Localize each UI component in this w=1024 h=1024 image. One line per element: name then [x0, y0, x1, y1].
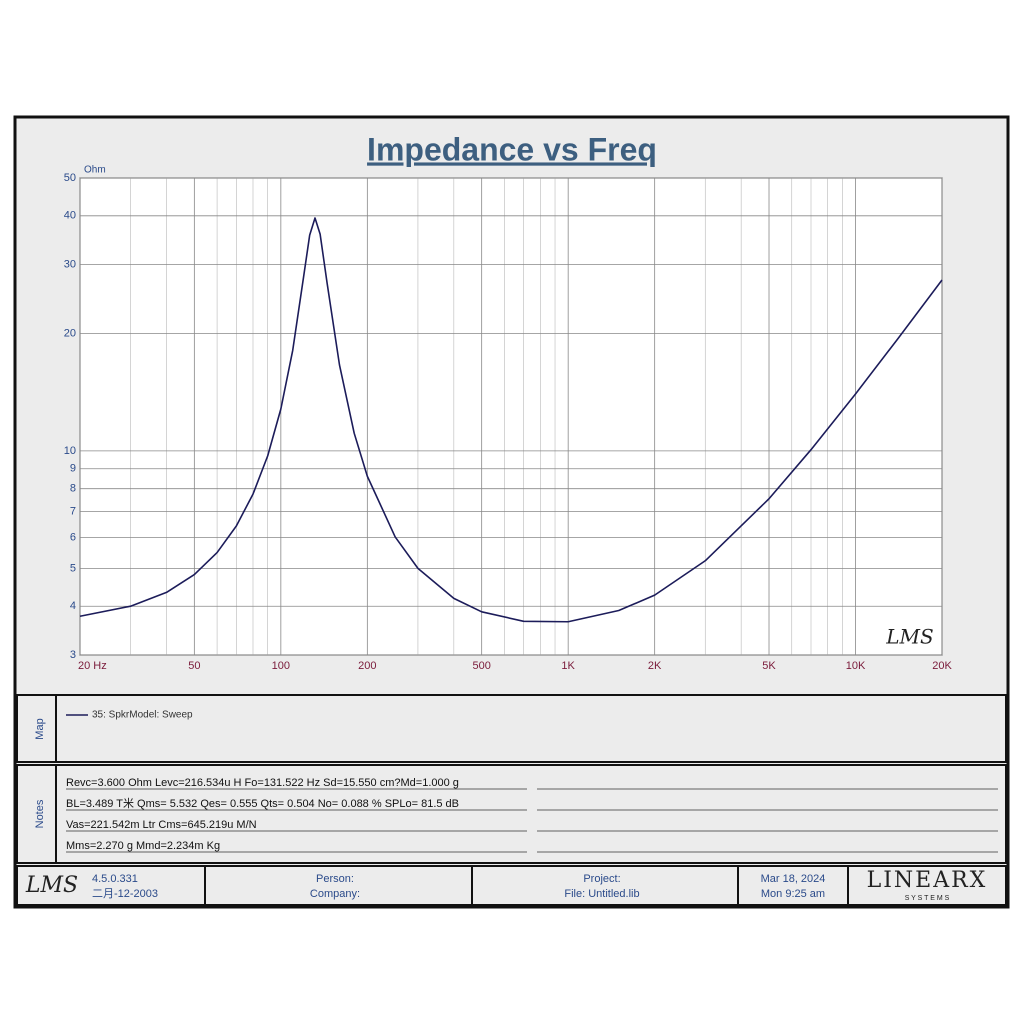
x-tick-label: 50 — [188, 660, 200, 672]
footer-logo: LMS — [25, 873, 78, 898]
y-axis-label: Ohm — [84, 165, 106, 176]
x-tick-label: 20K — [932, 660, 952, 672]
brand-sub: S Y S T E M S — [905, 895, 950, 902]
footer-dividers — [204, 866, 849, 905]
note-line: Revc=3.600 Ohm Levc=216.534u H Fo=131.52… — [66, 777, 459, 789]
chart-title: Impedance vs Freq — [367, 131, 657, 167]
time: Mon 9:25 am — [761, 888, 825, 900]
impedance-curve — [79, 217, 943, 623]
file: File: Untitled.lib — [564, 888, 639, 900]
y-tick-label: 9 — [70, 463, 76, 475]
x-tick-label: 200 — [358, 660, 376, 672]
build-date: 二月-12-2003 — [92, 888, 158, 900]
y-tick-label: 50 — [64, 172, 76, 184]
y-tick-label: 7 — [70, 505, 76, 517]
x-tick-label: 5K — [762, 660, 776, 672]
note-line: Vas=221.542m Ltr Cms=645.219u M/N — [66, 819, 257, 831]
x-tick-label: 500 — [472, 660, 490, 672]
x-tick-label: 20 Hz — [78, 660, 107, 672]
y-tick-label: 5 — [70, 562, 76, 574]
y-tick-label: 4 — [70, 600, 76, 612]
x-tick-label: 2K — [648, 660, 662, 672]
y-tick-label: 20 — [64, 327, 76, 339]
legend-entry: 35: SpkrModel: Sweep — [92, 710, 193, 721]
notes-panel — [16, 764, 1007, 864]
x-tick-label: 1K — [561, 660, 575, 672]
y-tick-label: 6 — [70, 531, 76, 543]
x-tick-label: 10K — [846, 660, 866, 672]
y-tick-label: 8 — [70, 483, 76, 495]
y-tick-label: 30 — [64, 259, 76, 271]
plot-area — [79, 177, 943, 656]
version: 4.5.0.331 — [92, 873, 138, 885]
grid — [79, 177, 943, 656]
note-line: BL=3.489 T米 Qms= 5.532 Qes= 0.555 Qts= 0… — [66, 797, 459, 810]
x-tick-label: 100 — [272, 660, 290, 672]
plot-watermark: LMS — [885, 625, 933, 649]
map-panel — [16, 694, 1007, 763]
person: Person: — [316, 873, 354, 885]
company: Company: — [310, 888, 360, 900]
brand: LINEARX — [867, 868, 988, 893]
note-line: Mms=2.270 g Mmd=2.234m Kg — [66, 840, 220, 852]
y-tick-label: 3 — [70, 649, 76, 661]
date: Mar 18, 2024 — [761, 873, 826, 885]
y-tick-label: 10 — [64, 445, 76, 457]
notes-label: Notes — [34, 799, 46, 828]
notes-lines: Revc=3.600 Ohm Levc=216.534u H Fo=131.52… — [66, 777, 998, 853]
project: Project: — [583, 873, 620, 885]
map-label: Map — [34, 718, 46, 739]
footer-panel — [16, 865, 1007, 906]
y-tick-label: 40 — [64, 210, 76, 222]
